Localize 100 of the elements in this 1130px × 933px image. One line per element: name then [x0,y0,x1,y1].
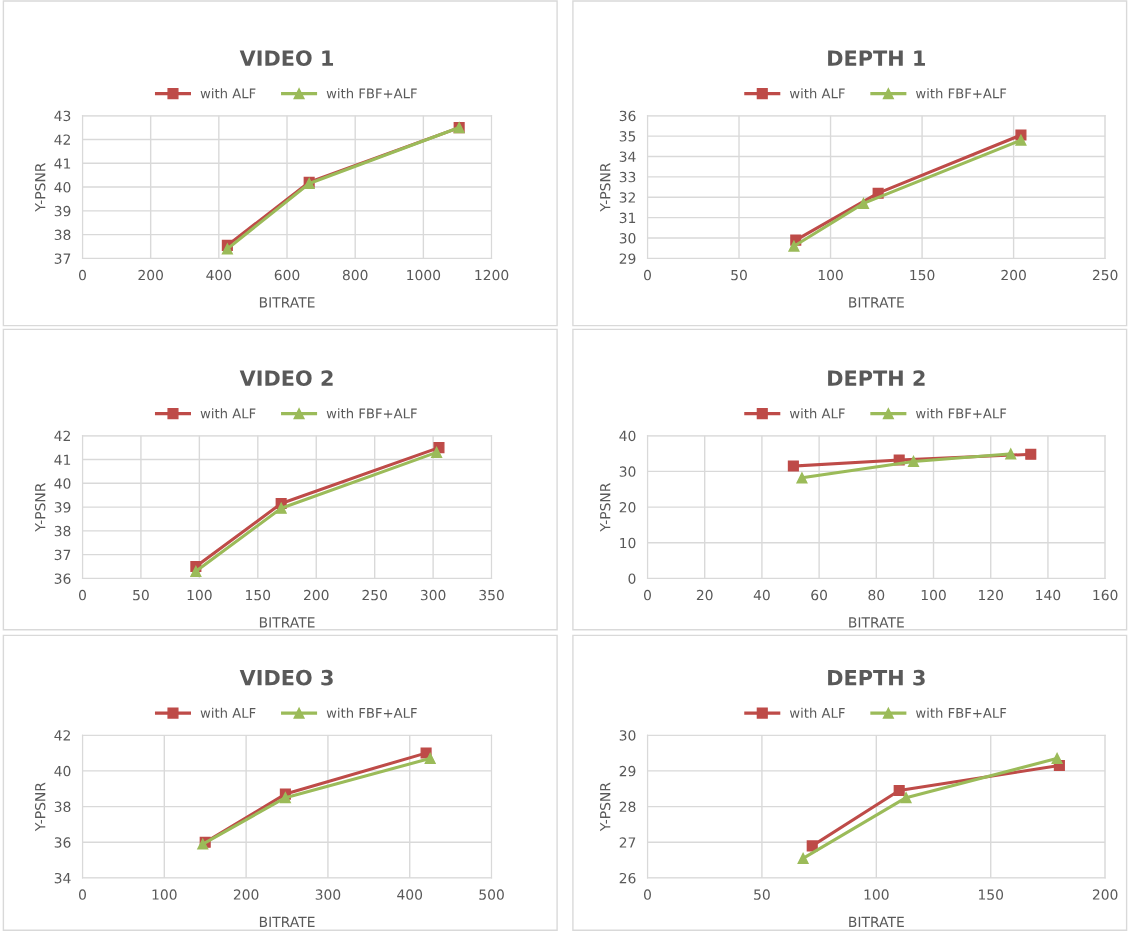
y-tick-label: 28 [619,801,636,813]
legend-label: with ALF [789,88,845,99]
y-tick-label: 20 [619,502,636,513]
x-tick-label: 150 [246,589,271,601]
y-axis-title: Y-PSNR [34,162,46,212]
x-tick-label: 200 [138,269,163,281]
y-tick-label: 42 [54,730,70,741]
y-tick-label: 34 [54,872,71,884]
x-axis-title: BITRATE [849,916,904,927]
y-tick-label: 41 [54,158,71,169]
x-tick-label: 200 [1092,889,1118,900]
x-axis-title: BITRATE [259,297,315,308]
legend-label: with FBF+ALF [915,88,1007,99]
y-tick-label: 40 [54,182,71,193]
y-axis-title: Y-PSNR [34,482,46,532]
y-tick-label: 0 [628,573,636,584]
y-tick-label: 30 [619,730,636,741]
y-tick-label: 39 [54,502,71,513]
y-tick-label: 42 [54,134,70,145]
y-tick-label: 30 [619,233,636,244]
y-tick-label: 36 [54,573,71,584]
y-tick-label: 30 [619,466,636,477]
x-tick-label: 200 [1001,269,1026,281]
x-tick-label: 0 [78,589,86,601]
legend-label: with FBF+ALF [326,707,417,718]
y-tick-label: 38 [54,525,71,537]
legend-label: with FBF+ALF [326,408,417,419]
x-axis-title: BITRATE [849,297,904,308]
x-axis-title: BITRATE [849,617,904,628]
x-tick-label: 600 [274,269,300,281]
x-tick-label: 60 [811,589,828,601]
x-tick-label: 140 [1036,589,1061,601]
legend-label: with ALF [789,408,845,419]
x-tick-label: 500 [479,889,504,900]
x-tick-label: 50 [133,589,149,601]
y-tick-label: 36 [619,110,636,122]
legend-label: with ALF [789,707,845,718]
x-tick-label: 100 [921,589,946,601]
x-tick-label: 120 [979,589,1004,601]
x-tick-label: 100 [864,889,889,900]
y-tick-label: 37 [54,549,71,561]
y-tick-label: 38 [54,801,71,813]
y-tick-label: 29 [619,253,636,264]
x-tick-label: 100 [187,589,212,601]
x-tick-label: 800 [342,269,368,281]
x-tick-label: 200 [233,889,259,900]
y-tick-label: 40 [619,430,636,442]
x-tick-label: 0 [78,269,86,281]
chart-title: VIDEO 2 [239,370,333,387]
y-tick-label: 43 [54,110,71,122]
x-axis-title: BITRATE [259,916,315,927]
y-tick-label: 42 [54,430,70,441]
y-tick-label: 37 [54,253,71,264]
y-axis-title: Y-PSNR [34,782,46,832]
x-tick-label: 0 [643,269,651,281]
y-axis-title: Y-PSNR [599,162,611,212]
y-axis-title: Y-PSNR [599,782,611,832]
x-tick-label: 400 [397,889,423,900]
y-tick-label: 41 [54,454,71,465]
x-tick-label: 80 [868,589,885,601]
x-tick-label: 100 [818,269,843,281]
y-tick-label: 32 [619,192,635,203]
y-tick-label: 38 [54,229,71,241]
chart-title: DEPTH 2 [828,370,925,386]
y-tick-label: 36 [54,837,71,848]
x-tick-label: 0 [643,889,651,900]
chart-title: VIDEO 3 [239,669,333,686]
x-tick-label: 1000 [407,269,441,281]
x-tick-label: 350 [479,589,504,601]
x-tick-label: 200 [304,589,329,601]
y-axis-title: Y-PSNR [599,482,611,532]
y-tick-label: 29 [619,765,636,777]
legend-label: with FBF+ALF [915,408,1007,419]
x-axis-title: BITRATE [259,617,315,628]
x-tick-label: 300 [420,589,446,601]
x-tick-label: 250 [1092,269,1118,281]
chart-title: DEPTH 1 [828,50,925,66]
x-tick-label: 50 [754,889,770,900]
x-tick-label: 0 [78,889,86,900]
x-tick-label: 1200 [475,269,509,281]
y-tick-label: 31 [619,212,636,224]
y-tick-label: 34 [619,151,636,162]
legend-label: with FBF+ALF [326,88,417,99]
x-tick-label: 150 [910,269,935,281]
y-tick-label: 40 [54,765,71,777]
y-tick-label: 10 [620,537,636,549]
x-tick-label: 0 [643,589,651,601]
legend-label: with FBF+ALF [915,707,1007,718]
chart-title: DEPTH 3 [828,669,925,686]
x-tick-label: 20 [696,589,713,601]
legend-label: with ALF [200,88,256,99]
y-tick-label: 26 [619,872,636,884]
y-tick-label: 39 [54,205,71,217]
x-tick-label: 40 [753,589,770,601]
legend-label: with ALF [200,707,256,718]
x-tick-label: 300 [315,889,341,900]
x-tick-label: 150 [979,889,1004,900]
y-tick-label: 35 [619,131,636,142]
y-tick-label: 40 [54,478,71,489]
legend-label: with ALF [200,408,256,419]
